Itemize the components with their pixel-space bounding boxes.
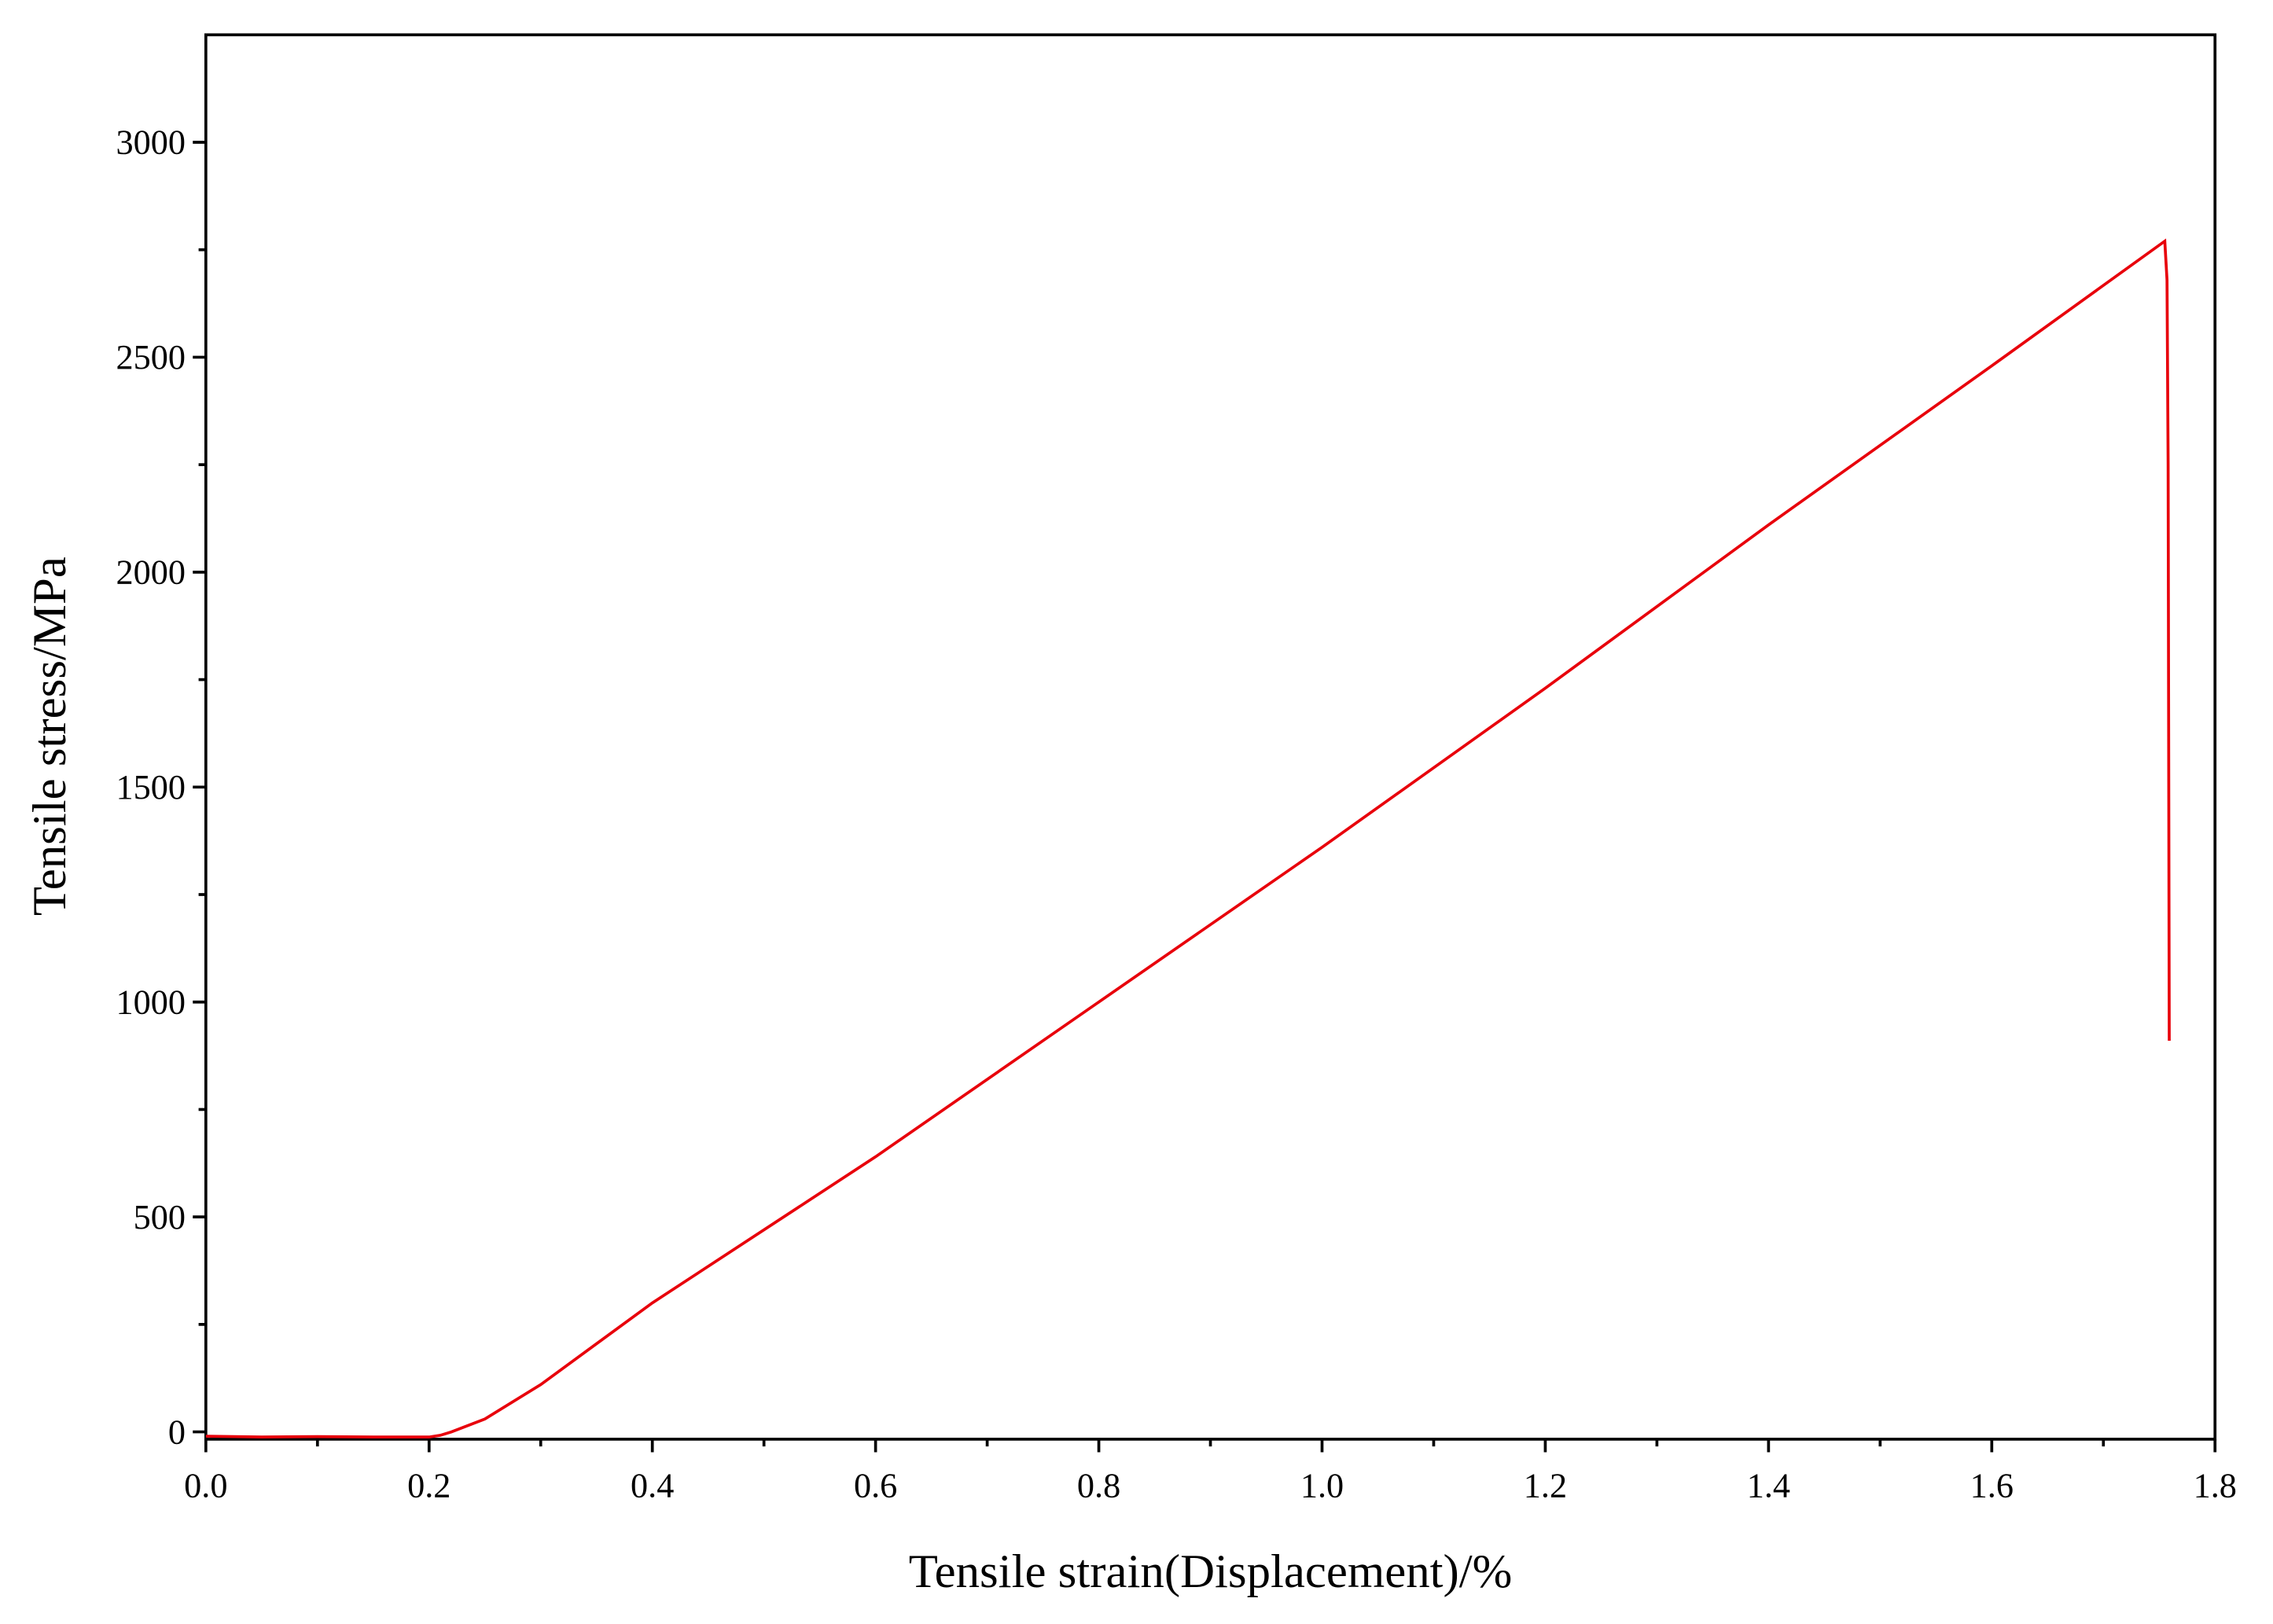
plot-frame [204,33,2217,1441]
x-tick-label: 0.2 [407,1467,451,1505]
x-tick-label: 0.8 [1077,1467,1120,1505]
y-tick-label: 1500 [116,768,186,806]
y-tick-label: 2500 [116,338,186,377]
x-tick-label: 0.0 [184,1467,227,1505]
y-tick-label: 1000 [116,983,186,1021]
x-tick-label: 0.6 [854,1467,897,1505]
y-axis-title: Tensile stress/MPa [24,557,76,916]
x-tick-label: 1.2 [1524,1467,1567,1505]
x-axis-title: Tensile strain(Displacement)/% [909,1545,1513,1598]
x-tick-label: 1.8 [2194,1467,2237,1505]
x-tick-label: 1.4 [1747,1467,1790,1505]
data-line [205,238,2171,1438]
x-tick-label: 0.4 [631,1467,674,1505]
x-tick-label: 1.0 [1300,1467,1344,1505]
y-tick-label: 2000 [116,553,186,592]
y-tick-label: 0 [168,1413,186,1451]
x-tick-label: 1.6 [1970,1467,2014,1505]
y-tick-label: 500 [134,1198,186,1236]
y-tick-label: 3000 [116,123,186,162]
